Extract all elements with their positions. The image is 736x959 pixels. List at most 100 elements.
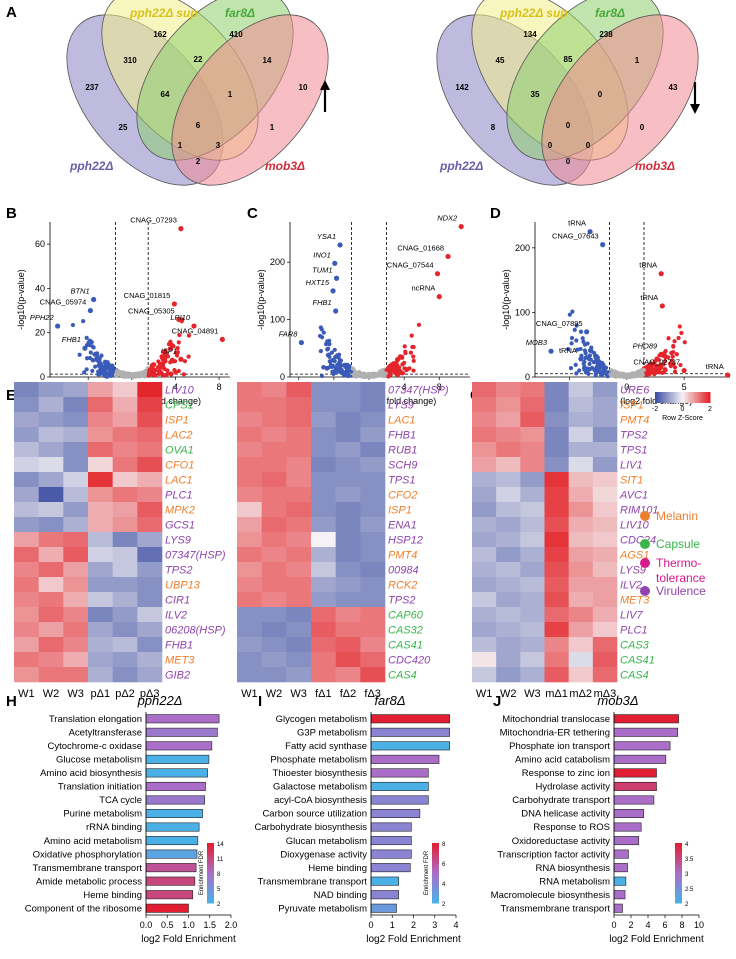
heatmap-cell [261,502,287,518]
gene-label: MET3 [165,655,195,667]
volcano-point [670,354,675,359]
zscore-swatch [686,392,689,403]
y-tick-label: 20 [35,328,45,338]
zscore-swatch [656,392,660,403]
column-label: mΔ2 [569,688,592,700]
heatmap-cell [592,562,618,578]
gene-callout: CNAG_07293 [130,216,177,225]
heatmap-cell [261,547,287,563]
heatmap-cell [335,532,361,548]
heatmap-cell [544,667,569,683]
colorbar-swatch [432,873,439,876]
column-label: W3 [524,688,541,700]
heatmap-cell [472,607,497,623]
volcano-point [171,344,176,349]
enrichment-bar [145,849,198,859]
heatmap-cell [568,562,594,578]
term-label: Glucan metabolism [286,836,367,847]
term-label: G3P metabolism [297,727,367,738]
gene-callout: CNAG_07643 [552,232,599,241]
highlight-point [725,372,731,378]
legend-label-virulence: Virulence [656,584,706,598]
heatmap-cell [592,532,618,548]
gene-label: 07347(HSP) [165,550,226,562]
heatmap-cell [311,652,336,668]
heatmap-cell [496,442,521,458]
term-label: Amide metabolic process [36,876,142,887]
heatmap-cell [38,487,64,503]
colorbar-swatch [675,853,682,856]
highlight-point [176,316,182,323]
volcano-point [161,365,166,371]
colorbar-swatch [432,847,439,850]
term-label: rRNA binding [86,822,142,833]
heatmap-cell [311,382,336,398]
colorbar-swatch [675,887,682,890]
venn-count-far8: 238 [599,30,613,39]
colorbar-swatch [432,871,439,874]
volcano-point [93,351,98,356]
volcano-plot-far8: 0100200-8-4048NDX2YSA1CNAG_01668INO1CNAG… [256,214,470,406]
heatmap-cell [237,442,262,458]
volcano-point [319,373,325,379]
column-label: W2 [500,688,517,700]
venn-count-pph22-sup: 310 [123,56,137,65]
colorbar-swatch [675,893,682,896]
heatmap-cell [63,592,89,608]
y-tick-label: 200 [515,243,530,253]
heatmap-cell [544,457,569,473]
heatmap-cell [237,457,262,473]
heatmap-cell [592,397,618,413]
heatmap-cell [63,637,89,653]
colorbar-swatch [207,857,214,860]
volcano-point [321,365,326,370]
volcano-point [338,358,344,363]
heatmap-cell [568,427,594,443]
heatmap-cell [88,547,113,563]
term-label: Phosphate ion transport [509,741,610,752]
highlight-point [87,307,93,314]
heatmap-cell [496,652,521,668]
volcano-point [90,368,95,373]
enrichment-bar [370,727,450,737]
y-axis-title: -log10(p-value) [501,269,511,330]
gene-callout: NDX2 [437,214,458,223]
volcano-plot-mob3: 0100200-505tRNACNAG_07643tRNAtRNACNAG_07… [501,219,731,406]
term-label: Mitochondrial translocase [502,714,610,725]
heatmap-cell [38,427,64,443]
term-label: Transmembrane transport [33,863,143,874]
volcano-point [669,358,674,363]
gene-label: CAS32 [388,625,423,637]
volcano-point [86,340,91,345]
volcano-point [647,369,653,374]
heatmap-cell [112,502,138,518]
volcano-point [593,373,598,378]
legend-dot-melanin [640,511,650,521]
volcano-point [175,346,180,351]
venn-label-mob3: mob3Δ [265,159,305,173]
gene-callout: ncRNA [412,284,436,293]
zscore-swatch [658,392,661,403]
colorbar-swatch [207,883,214,886]
heatmap-cell [63,412,89,428]
heatmap-cell [496,592,521,608]
heatmap-cell [38,502,64,518]
gene-callout: CNAG_07895 [536,319,583,328]
heatmap-cell [335,412,361,428]
heatmap-cell [472,457,497,473]
heatmap-cell [88,502,113,518]
heatmap-cell [112,472,138,488]
gene-label: CDC420 [388,655,431,667]
term-label: Glucose metabolism [56,755,142,766]
heatmap-cell [14,547,39,563]
colorbar-swatch [675,889,682,892]
gene-label: CFO2 [388,490,417,502]
highlight-point [584,329,590,335]
heatmap-cell [237,637,262,653]
zscore-swatch [699,392,702,403]
volcano-point [367,373,372,378]
volcano-point [585,341,590,346]
heatmap-cell [261,472,287,488]
colorbar-swatch [675,879,682,882]
heatmap-cell [472,637,497,653]
